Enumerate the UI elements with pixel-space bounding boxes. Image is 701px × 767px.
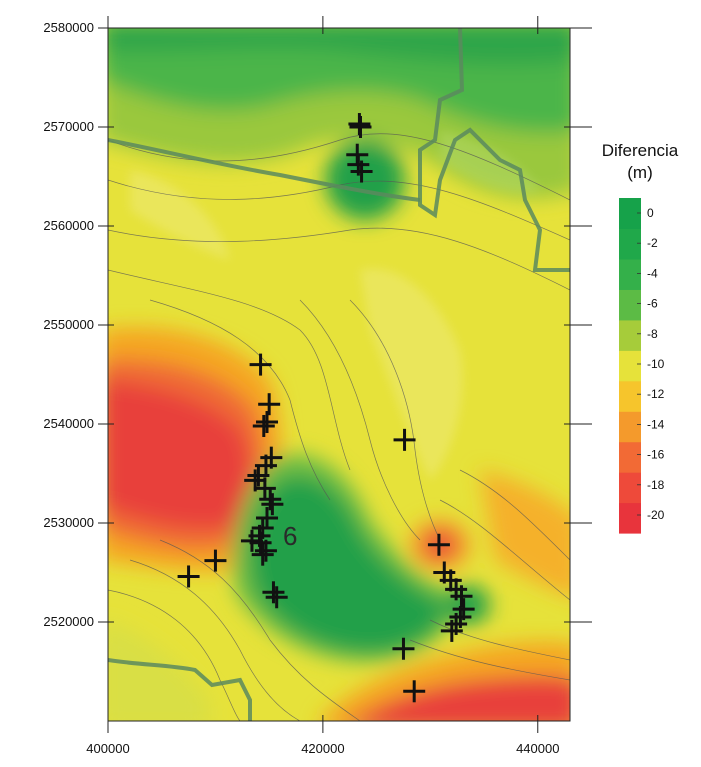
legend-title-line1: Diferencia <box>602 141 679 160</box>
legend-label: -6 <box>647 297 658 311</box>
y-tick-label: 2570000 <box>43 119 94 134</box>
well-marker <box>253 477 276 500</box>
legend-label: -20 <box>647 508 665 522</box>
legend-swatch <box>619 472 641 504</box>
well-marker <box>177 565 200 588</box>
legend-title-line2: (m) <box>627 163 652 182</box>
well-marker <box>256 411 279 434</box>
legend-swatch <box>619 411 641 443</box>
legend-swatch <box>619 319 641 351</box>
well-marker <box>265 586 288 609</box>
well-marker <box>204 549 227 572</box>
well-marker <box>247 464 270 487</box>
north-dark-green-blob <box>325 140 405 220</box>
west-red-zone <box>108 380 249 529</box>
well-marker <box>258 393 281 416</box>
legend-swatch <box>619 441 641 473</box>
contour-label: 6 <box>283 521 297 551</box>
contour-lines <box>108 133 570 721</box>
well-marker <box>350 160 373 183</box>
south-red-zone <box>353 676 570 721</box>
legend-label: -16 <box>647 448 665 462</box>
legend-label: -12 <box>647 387 665 401</box>
axes: 400000 420000 440000 2580000 2570000 2560000 2… <box>43 16 592 756</box>
x-tick-label: 400000 <box>86 741 129 756</box>
well-marker <box>256 507 279 530</box>
y-tick-label: 2560000 <box>43 218 94 233</box>
boundary-lines <box>108 28 570 721</box>
y-tick-label: 2520000 <box>43 614 94 629</box>
legend-label: -2 <box>647 236 658 250</box>
well-marker <box>439 569 462 592</box>
y-tick-label: 2550000 <box>43 317 94 332</box>
well-markers <box>177 113 475 703</box>
well-marker <box>259 488 282 511</box>
legend-swatch <box>619 350 641 382</box>
well-marker <box>427 533 450 556</box>
legend-swatch <box>619 258 641 290</box>
map-surface <box>108 28 570 721</box>
legend-label: -14 <box>647 417 665 431</box>
well-marker <box>252 414 275 437</box>
legend-colorbar: 0 -2 -4 -6 -8 -10 -12 -14 -16 -18 -20 <box>619 198 665 534</box>
central-dark-green-basin <box>250 476 445 653</box>
y-tick-label: 2580000 <box>43 20 94 35</box>
plot-frame <box>107 27 571 722</box>
legend-swatch <box>619 289 641 321</box>
legend-label: -4 <box>647 266 658 280</box>
legend-swatch <box>619 502 641 534</box>
legend-swatch <box>619 380 641 412</box>
legend-label: 0 <box>647 206 654 220</box>
southeast-green-spot <box>446 585 490 625</box>
well-marker <box>262 581 285 604</box>
legend-label: -8 <box>647 327 658 341</box>
well-marker <box>254 539 277 562</box>
y-tick-label: 2540000 <box>43 416 94 431</box>
legend-label: -10 <box>647 357 665 371</box>
well-marker <box>251 543 274 566</box>
legend-label: -18 <box>647 478 665 492</box>
well-marker <box>440 619 463 642</box>
well-marker <box>261 493 284 516</box>
well-marker <box>249 353 272 376</box>
legend-swatch <box>619 198 641 230</box>
x-tick-label: 440000 <box>516 741 559 756</box>
well-marker <box>392 637 415 660</box>
x-tick-label: 420000 <box>301 741 344 756</box>
well-marker <box>348 113 371 136</box>
y-tick-label: 2530000 <box>43 515 94 530</box>
legend-swatch <box>619 228 641 260</box>
well-marker <box>450 585 473 608</box>
well-marker <box>403 680 426 703</box>
well-marker <box>393 428 416 451</box>
legend: Diferencia (m) 0 -2 -4 -6 -8 -10 -12 -14 -16 -18 -… <box>602 141 679 534</box>
